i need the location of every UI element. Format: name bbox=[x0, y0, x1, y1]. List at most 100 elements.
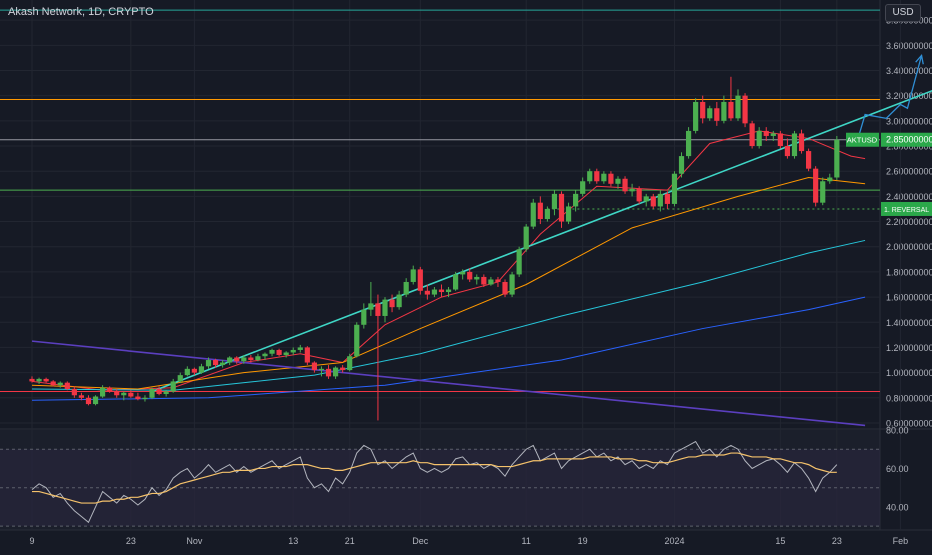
candle-bullish bbox=[827, 177, 833, 182]
candle-bullish bbox=[530, 202, 536, 227]
candle-bearish bbox=[650, 196, 656, 207]
candle-bearish bbox=[594, 171, 600, 182]
candle-bullish bbox=[721, 101, 727, 121]
candle-bullish bbox=[410, 269, 416, 282]
candle-bearish bbox=[234, 357, 240, 362]
candle-bearish bbox=[64, 382, 70, 389]
candle-bearish bbox=[714, 108, 720, 121]
candle-bearish bbox=[311, 362, 317, 371]
candle-bullish bbox=[791, 133, 798, 157]
candle-bearish bbox=[304, 347, 310, 363]
candle-bullish bbox=[121, 392, 127, 396]
descending-trendline bbox=[31, 340, 866, 427]
candle-bearish bbox=[78, 395, 85, 398]
price-tick-label: 3.60000000 bbox=[886, 41, 932, 51]
candle-bullish bbox=[580, 181, 586, 194]
candle-bearish bbox=[467, 271, 473, 280]
rsi-ma-line bbox=[32, 452, 837, 504]
candle-bullish bbox=[445, 289, 452, 293]
candle-bullish bbox=[834, 139, 840, 178]
candle-bearish bbox=[107, 387, 113, 392]
candle-bearish bbox=[495, 279, 501, 282]
candle-bullish bbox=[297, 347, 303, 350]
candle-bearish bbox=[85, 397, 92, 405]
rsi-tick-label: 40.00 bbox=[886, 502, 909, 512]
candle-bullish bbox=[361, 309, 367, 325]
candle-bullish bbox=[516, 249, 522, 275]
candle-bearish bbox=[438, 289, 445, 293]
candle-bullish bbox=[290, 349, 296, 353]
dotted-level-label-box bbox=[881, 201, 932, 216]
candle-bullish bbox=[92, 396, 99, 405]
candle-bearish bbox=[784, 146, 791, 157]
price-tick-label: 2.20000000 bbox=[886, 217, 932, 227]
ma-mid-line bbox=[31, 176, 866, 390]
date-tick-label: 11 bbox=[522, 536, 531, 546]
candle-bullish bbox=[57, 382, 63, 386]
price-tick-label: 3.00000000 bbox=[886, 116, 932, 126]
candle-bearish bbox=[156, 388, 162, 395]
date-tick-label: 19 bbox=[578, 536, 588, 546]
candle-bullish bbox=[262, 353, 268, 357]
candle-bearish bbox=[135, 396, 141, 400]
candle-bearish bbox=[798, 133, 805, 152]
price-tick-label: 1.20000000 bbox=[886, 343, 932, 353]
date-tick-label: 9 bbox=[29, 536, 34, 546]
candle-bullish bbox=[573, 193, 579, 207]
candle-bullish bbox=[198, 366, 205, 373]
projection-arrowhead bbox=[915, 53, 924, 65]
candle-bullish bbox=[184, 368, 190, 376]
price-tick-label: 3.20000000 bbox=[886, 91, 932, 101]
candle-bullish bbox=[453, 274, 459, 290]
candle-bullish bbox=[368, 303, 374, 310]
candle-bullish bbox=[431, 289, 438, 295]
candle-bullish bbox=[685, 130, 692, 157]
candle-bullish bbox=[227, 357, 233, 363]
last-price-label: 2.85000000 bbox=[886, 135, 932, 145]
candle-bullish bbox=[615, 178, 621, 184]
price-tick-label: 0.60000000 bbox=[886, 418, 932, 428]
candle-bullish bbox=[149, 388, 155, 398]
candle-bullish bbox=[770, 133, 776, 136]
candle-bearish bbox=[325, 368, 332, 377]
candle-bullish bbox=[255, 356, 261, 361]
candle-bearish bbox=[558, 193, 565, 222]
price-tick-label: 3.40000000 bbox=[886, 66, 932, 76]
price-tick-label: 2.60000000 bbox=[886, 167, 932, 177]
candle-bearish bbox=[417, 269, 423, 291]
candle-bearish bbox=[636, 188, 642, 202]
candle-bullish bbox=[347, 356, 353, 371]
candle-bearish bbox=[424, 290, 430, 295]
candle-bullish bbox=[332, 367, 339, 377]
candle-bullish bbox=[509, 274, 515, 295]
candle-bearish bbox=[608, 173, 614, 184]
candle-bearish bbox=[50, 381, 56, 386]
candle-bullish bbox=[820, 181, 826, 203]
candle-bullish bbox=[678, 156, 685, 174]
date-tick-label: 13 bbox=[288, 536, 298, 546]
last-price-label-box bbox=[881, 132, 932, 147]
candle-bearish bbox=[537, 202, 543, 220]
candle-bullish bbox=[474, 276, 480, 280]
currency-badge[interactable]: USD bbox=[885, 4, 921, 22]
date-tick-label: 15 bbox=[775, 536, 785, 546]
candle-bullish bbox=[403, 281, 409, 295]
ascending-trendline bbox=[151, 89, 932, 393]
candle-bearish bbox=[728, 101, 734, 119]
ma-long-line bbox=[31, 239, 866, 391]
candle-bullish bbox=[544, 208, 550, 220]
candle-bearish bbox=[813, 168, 819, 203]
candle-bearish bbox=[389, 299, 395, 308]
candle-bearish bbox=[128, 392, 134, 397]
candle-bearish bbox=[763, 130, 769, 136]
date-tick-label: Nov bbox=[186, 536, 203, 546]
candle-bullish bbox=[269, 349, 275, 354]
ma-xlong-line bbox=[31, 296, 866, 401]
candle-bullish bbox=[707, 108, 713, 119]
candle-bearish bbox=[191, 368, 197, 373]
rsi-tick-label: 80.00 bbox=[886, 426, 909, 436]
candle-bullish bbox=[142, 397, 148, 400]
candle-bullish bbox=[283, 352, 289, 355]
